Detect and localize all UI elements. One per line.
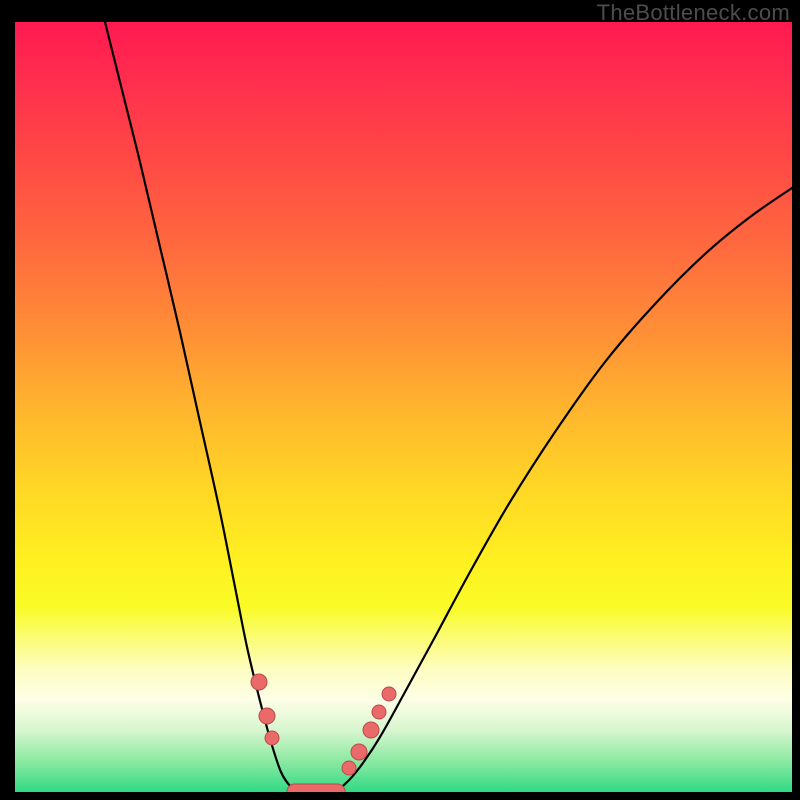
border-bottom: [0, 792, 800, 800]
dot-right-0: [342, 761, 356, 775]
border-left: [0, 0, 15, 800]
v-curve: [105, 22, 792, 792]
dot-right-3: [372, 705, 386, 719]
curve-layer: [0, 0, 800, 800]
dot-right-4: [382, 687, 396, 701]
dot-left-0: [251, 674, 267, 690]
dot-left-1: [259, 708, 275, 724]
dot-right-1: [351, 744, 367, 760]
dot-right-2: [363, 722, 379, 738]
border-right: [792, 0, 800, 800]
watermark-text: TheBottleneck.com: [597, 0, 790, 26]
dots-group: [251, 674, 396, 799]
dot-left-2: [265, 731, 279, 745]
chart-stage: TheBottleneck.com: [0, 0, 800, 800]
